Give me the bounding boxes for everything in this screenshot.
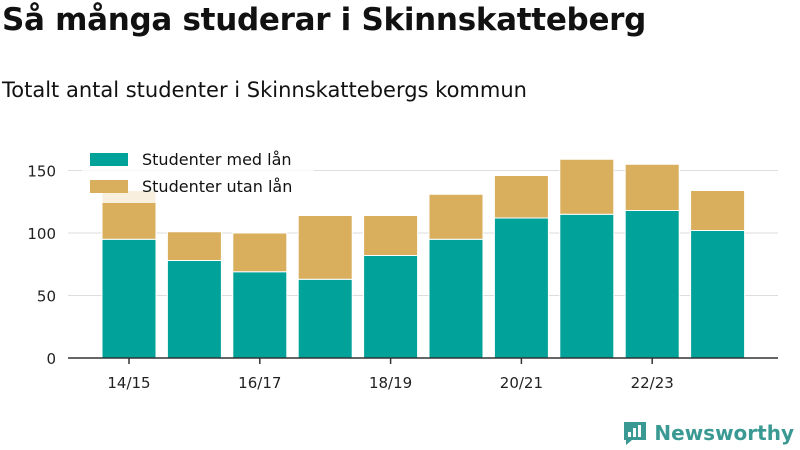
bar-segment[interactable] [428, 193, 484, 240]
y-tick-label: 0 [46, 350, 56, 368]
bar-segment[interactable] [428, 238, 484, 359]
x-tick-label: 18/19 [369, 374, 412, 392]
legend-swatch [90, 153, 128, 166]
bar-segment[interactable] [624, 163, 680, 211]
bar-segment[interactable] [363, 255, 419, 359]
bar-segment[interactable] [493, 217, 549, 359]
bar-segment[interactable] [166, 231, 222, 261]
bar-segment[interactable] [559, 213, 615, 359]
bar-segment[interactable] [297, 215, 353, 280]
bar-segment[interactable] [559, 158, 615, 215]
bar-segment[interactable] [232, 232, 288, 273]
bar-segment[interactable] [493, 175, 549, 219]
bar-segment[interactable] [297, 278, 353, 359]
x-tick-label: 16/17 [238, 374, 281, 392]
bar-segment[interactable] [166, 260, 222, 359]
newsworthy-wordmark: Newsworthy [654, 421, 794, 445]
legend-label: Studenter utan lån [142, 177, 292, 196]
y-tick-label: 50 [37, 288, 56, 306]
bar-segment[interactable] [690, 230, 746, 359]
newsworthy-logo-icon [624, 422, 647, 445]
chart-subtitle: Totalt antal studenter i Skinnskatteberg… [2, 78, 527, 102]
bar-segment[interactable] [690, 190, 746, 231]
bar-segment[interactable] [363, 215, 419, 256]
y-tick-label: 100 [27, 225, 56, 243]
bar-segment[interactable] [232, 271, 288, 359]
x-tick-label: 22/23 [631, 374, 674, 392]
legend-swatch [90, 180, 128, 193]
bar-segment[interactable] [101, 238, 157, 359]
chart-title: Så många studerar i Skinnskatteberg [2, 2, 647, 38]
y-tick-label: 150 [27, 163, 56, 181]
legend-label: Studenter med lån [142, 150, 292, 169]
x-tick-label: 20/21 [500, 374, 543, 392]
x-tick-label: 14/15 [107, 374, 150, 392]
bar-segment[interactable] [624, 210, 680, 359]
newsworthy-logo: Newsworthy [622, 420, 794, 446]
